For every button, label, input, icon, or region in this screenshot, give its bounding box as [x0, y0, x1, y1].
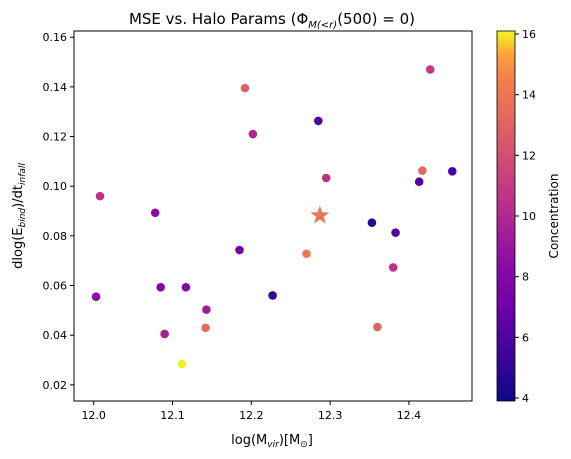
data-point	[367, 218, 377, 228]
x-tick-label: 12.0	[81, 409, 106, 422]
y-tick-label: 0.08	[43, 230, 68, 243]
y-tick-label: 0.04	[43, 329, 68, 342]
data-point	[388, 263, 398, 272]
y-tick-label: 0.16	[43, 31, 68, 44]
colorbar-tick-label: 4	[522, 392, 529, 405]
y-axis-label: dlog(Ebind)/dtinfall	[11, 163, 28, 269]
y-tick-label: 0.10	[43, 180, 68, 193]
colorbar-tick-label: 10	[522, 210, 536, 223]
y-tick-label: 0.02	[43, 379, 68, 392]
y-axis: 0.02 0.04 0.06 0.08 0.10 0.12 0.14 0.16	[43, 31, 74, 392]
x-tick-label: 12.2	[239, 409, 264, 422]
data-point	[302, 249, 311, 259]
y-tick-label: 0.06	[43, 280, 68, 293]
x-axis: 12.0 12.1 12.2 12.3 12.4	[81, 401, 421, 422]
x-axis-label: log(Mvir)[M⊙]	[231, 433, 313, 450]
x-tick-label: 12.3	[318, 409, 343, 422]
colorbar-ticks: 4 6 8 10 12 14 16	[515, 28, 536, 405]
data-point	[177, 359, 187, 369]
data-point	[202, 305, 211, 314]
data-point	[156, 282, 165, 292]
data-point	[160, 329, 169, 339]
colorbar-tick-label: 12	[522, 149, 536, 162]
star-marker	[310, 205, 330, 224]
colorbar-gradient	[496, 30, 516, 402]
data-point	[414, 177, 424, 187]
y-tick-label: 0.12	[43, 131, 68, 144]
data-point	[91, 292, 101, 302]
data-point	[248, 129, 258, 139]
data-point	[150, 208, 160, 218]
data-point	[235, 245, 244, 255]
colorbar-tick-label: 8	[522, 271, 529, 284]
colorbar: 4 6 8 10 12 14 16 Concentration	[496, 28, 561, 405]
x-tick-label: 12.1	[160, 409, 185, 422]
colorbar-label: Concentration	[547, 174, 561, 259]
plot-area: 12.0 12.1 12.2 12.3 12.4 0.02 0.04 0.06 0.08 0.1…	[43, 30, 473, 422]
data-point	[418, 166, 427, 175]
data-point	[201, 323, 210, 333]
chart-title: MSE vs. Halo Params (ΦM(<r)(500) = 0)	[129, 10, 415, 31]
data-points	[91, 65, 457, 369]
data-point	[425, 65, 435, 74]
data-point	[321, 173, 331, 183]
y-tick-label: 0.14	[43, 81, 68, 94]
data-point	[314, 116, 323, 126]
data-point	[95, 191, 105, 201]
x-tick-label: 12.4	[397, 409, 422, 422]
colorbar-tick-label: 14	[522, 89, 536, 102]
data-point	[391, 228, 400, 237]
data-point	[373, 322, 382, 332]
data-point	[240, 83, 250, 93]
data-point	[181, 282, 191, 292]
data-point	[268, 291, 277, 300]
colorbar-tick-label: 6	[522, 331, 529, 344]
colorbar-tick-label: 16	[522, 28, 536, 41]
plot-frame	[73, 30, 473, 402]
data-point	[447, 167, 457, 176]
